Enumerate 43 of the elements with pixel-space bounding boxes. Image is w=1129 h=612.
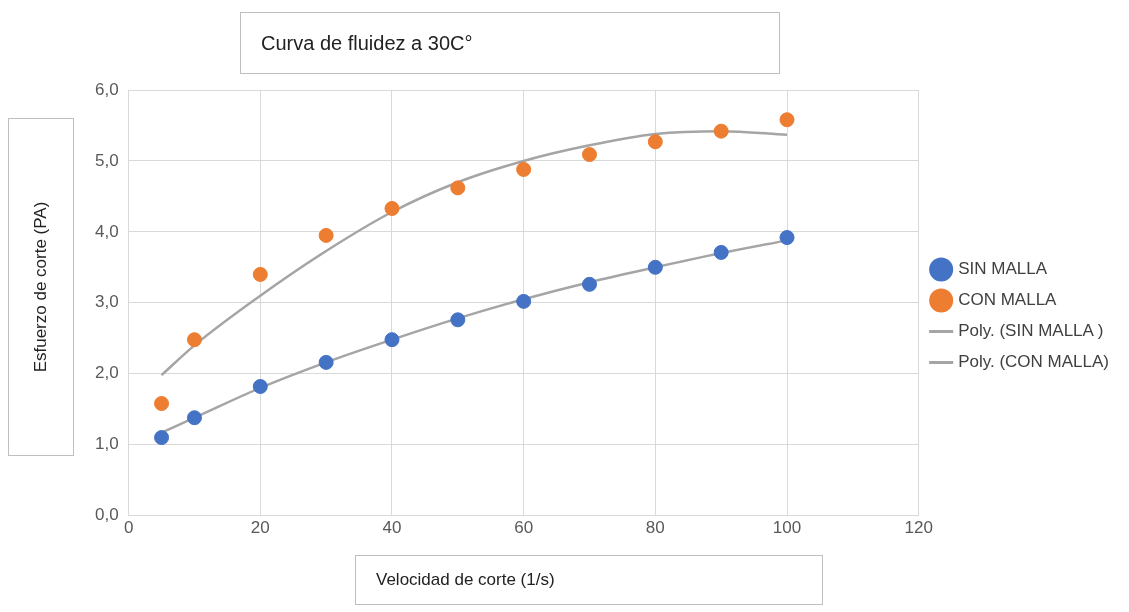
x-tick-label: 0: [123, 518, 134, 538]
point: [384, 332, 400, 348]
point: [252, 379, 268, 394]
legend-label: Poly. (SIN MALLA ): [958, 321, 1104, 341]
y-tick-label: 0,0: [94, 505, 119, 525]
y-tick-label: 6,0: [94, 79, 119, 99]
y-tick-label: 4,0: [94, 221, 119, 241]
point: [647, 134, 663, 150]
y-tick-label: 5,0: [94, 150, 119, 170]
point: [186, 410, 202, 426]
y-tick-label: 3,0: [94, 292, 119, 312]
point: [384, 200, 400, 216]
point: [713, 244, 729, 260]
point: [186, 332, 202, 348]
legend-label: Poly. (CON MALLA): [958, 352, 1109, 372]
point: [516, 293, 532, 309]
legend-label: CON MALLA: [958, 290, 1058, 310]
point: [581, 276, 597, 292]
x-tick-label: 100: [772, 518, 802, 538]
chart-title: Curva de fluidez a 30C°: [240, 12, 780, 74]
x-tick-label: 40: [382, 518, 402, 538]
point: [450, 312, 466, 328]
x-tick-label: 120: [904, 518, 933, 538]
point: [154, 430, 170, 446]
y-axis-title: Esfuerzo de corte (PA): [31, 201, 51, 373]
x-tick-label: 20: [250, 518, 270, 538]
y-tick-label: 1,0: [94, 434, 119, 454]
legend-label: SIN MALLA: [958, 259, 1048, 279]
point: [450, 180, 466, 196]
point: [713, 123, 729, 139]
point: [154, 396, 170, 412]
x-tick-label: 80: [645, 518, 665, 538]
point: [318, 354, 334, 370]
point: [516, 161, 532, 177]
point: [581, 147, 597, 163]
point: [252, 266, 268, 282]
x-tick-label: 60: [514, 518, 534, 538]
y-tick-label: 2,0: [94, 363, 119, 383]
point: [318, 227, 334, 243]
point: [647, 259, 663, 275]
point: [779, 230, 795, 246]
x-axis-title: Velocidad de corte (1/s): [355, 555, 823, 605]
point: [779, 112, 795, 128]
